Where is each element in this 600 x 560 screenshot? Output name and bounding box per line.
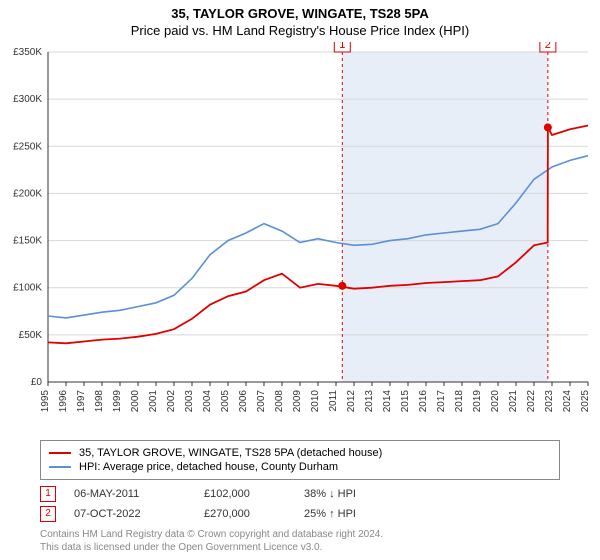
- sale-delta: 38% ↓ HPI: [304, 488, 424, 500]
- svg-text:2010: 2010: [310, 390, 321, 413]
- svg-text:2020: 2020: [490, 390, 501, 413]
- sale-price: £102,000: [204, 488, 304, 500]
- svg-text:2003: 2003: [184, 390, 195, 413]
- sales-list: 1 06-MAY-2011 £102,000 38% ↓ HPI 2 07-OC…: [40, 486, 560, 522]
- legend-row: 35, TAYLOR GROVE, WINGATE, TS28 5PA (det…: [49, 447, 551, 459]
- svg-text:1997: 1997: [76, 390, 87, 413]
- svg-text:2007: 2007: [256, 390, 267, 413]
- svg-text:2006: 2006: [238, 390, 249, 413]
- svg-text:2017: 2017: [436, 390, 447, 413]
- svg-text:2023: 2023: [544, 390, 555, 413]
- legend-row: HPI: Average price, detached house, Coun…: [49, 461, 551, 473]
- legend-swatch: [49, 452, 71, 454]
- footer-line: This data is licensed under the Open Gov…: [40, 541, 560, 554]
- svg-text:£0: £0: [31, 377, 43, 388]
- svg-text:£100K: £100K: [13, 283, 42, 294]
- legend-swatch: [49, 466, 71, 468]
- svg-text:2025: 2025: [580, 390, 591, 413]
- legend-label: 35, TAYLOR GROVE, WINGATE, TS28 5PA (det…: [79, 447, 382, 459]
- svg-text:2019: 2019: [472, 390, 483, 413]
- svg-text:£200K: £200K: [13, 188, 42, 199]
- legend-label: HPI: Average price, detached house, Coun…: [79, 461, 338, 473]
- title-subtitle: Price paid vs. HM Land Registry's House …: [0, 21, 600, 42]
- svg-text:2013: 2013: [364, 390, 375, 413]
- svg-text:1: 1: [339, 42, 345, 51]
- sale-row: 1 06-MAY-2011 £102,000 38% ↓ HPI: [40, 486, 560, 502]
- svg-text:£300K: £300K: [13, 94, 42, 105]
- svg-text:2002: 2002: [166, 390, 177, 413]
- svg-text:2024: 2024: [562, 390, 573, 413]
- svg-text:1996: 1996: [58, 390, 69, 413]
- svg-text:2022: 2022: [526, 390, 537, 413]
- sale-delta: 25% ↑ HPI: [304, 508, 424, 520]
- sale-price: £270,000: [204, 508, 304, 520]
- svg-text:2011: 2011: [328, 390, 339, 412]
- svg-text:£150K: £150K: [13, 236, 42, 247]
- svg-text:£350K: £350K: [13, 47, 42, 58]
- footer-line: Contains HM Land Registry data © Crown c…: [40, 528, 560, 541]
- svg-text:2008: 2008: [274, 390, 285, 413]
- sale-date: 07-OCT-2022: [74, 508, 204, 520]
- svg-text:1995: 1995: [40, 390, 51, 413]
- sale-badge-icon: 1: [40, 486, 56, 502]
- svg-text:£50K: £50K: [19, 330, 43, 341]
- svg-text:2001: 2001: [148, 390, 159, 413]
- svg-text:2014: 2014: [382, 390, 393, 413]
- svg-text:2016: 2016: [418, 390, 429, 413]
- svg-text:2012: 2012: [346, 390, 357, 413]
- footer-attribution: Contains HM Land Registry data © Crown c…: [40, 528, 560, 554]
- price-chart: £0 £50K £100K £150K £200K £250K £300K £350K 1995…: [0, 42, 600, 434]
- svg-text:2004: 2004: [202, 390, 213, 413]
- svg-text:2009: 2009: [292, 390, 303, 413]
- svg-text:2018: 2018: [454, 390, 465, 413]
- sale-badge-icon: 2: [40, 506, 56, 522]
- svg-text:2015: 2015: [400, 390, 411, 413]
- chart-legend: 35, TAYLOR GROVE, WINGATE, TS28 5PA (det…: [40, 440, 560, 480]
- sale-row: 2 07-OCT-2022 £270,000 25% ↑ HPI: [40, 506, 560, 522]
- sale-date: 06-MAY-2011: [74, 488, 204, 500]
- svg-text:2005: 2005: [220, 390, 231, 413]
- svg-text:2021: 2021: [508, 390, 519, 413]
- svg-text:£250K: £250K: [13, 141, 42, 152]
- svg-text:1998: 1998: [94, 390, 105, 413]
- title-address: 35, TAYLOR GROVE, WINGATE, TS28 5PA: [0, 0, 600, 21]
- svg-text:1999: 1999: [112, 390, 123, 413]
- svg-text:2000: 2000: [130, 390, 141, 413]
- svg-text:2: 2: [545, 42, 551, 51]
